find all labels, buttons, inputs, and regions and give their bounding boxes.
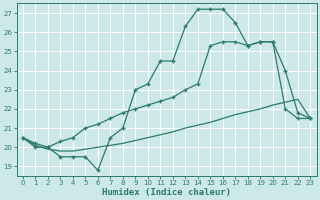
X-axis label: Humidex (Indice chaleur): Humidex (Indice chaleur)	[102, 188, 231, 197]
